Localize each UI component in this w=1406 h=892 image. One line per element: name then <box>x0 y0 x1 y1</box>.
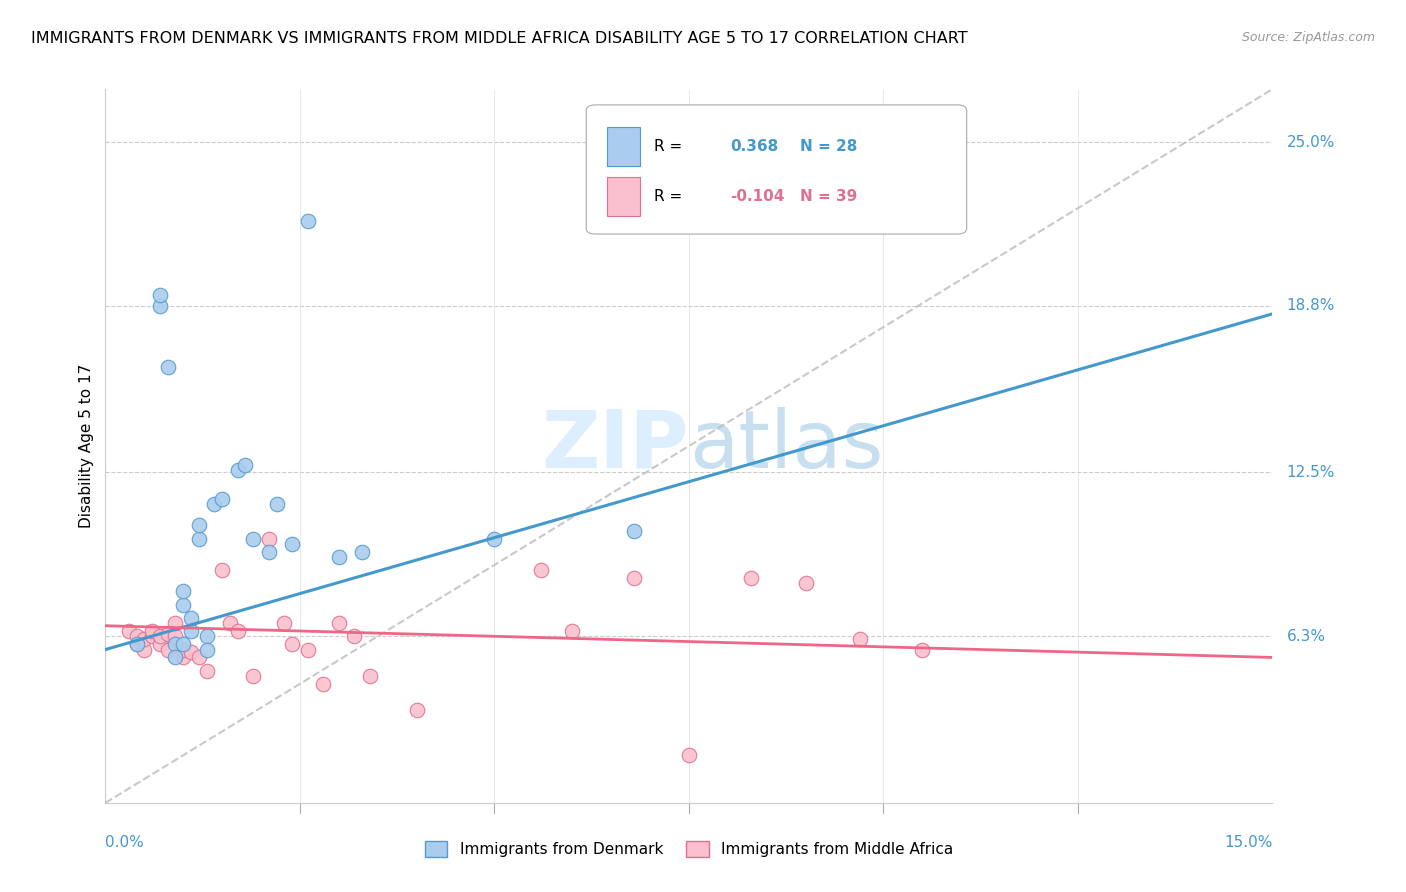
Text: R =: R = <box>654 189 688 203</box>
Text: -0.104: -0.104 <box>730 189 785 203</box>
Point <box>678 748 700 763</box>
Point <box>257 545 280 559</box>
Point <box>187 518 209 533</box>
Point <box>165 637 187 651</box>
Point <box>149 629 172 643</box>
Point <box>328 616 350 631</box>
Point <box>125 637 148 651</box>
Point <box>405 703 427 717</box>
Text: 6.3%: 6.3% <box>1286 629 1326 644</box>
Point <box>211 563 233 577</box>
Point <box>235 458 257 472</box>
Legend: Immigrants from Denmark, Immigrants from Middle Africa: Immigrants from Denmark, Immigrants from… <box>419 835 959 863</box>
Point <box>273 616 295 631</box>
Point <box>172 642 194 657</box>
Text: 25.0%: 25.0% <box>1286 135 1334 150</box>
Bar <box>607 177 640 216</box>
Text: Source: ZipAtlas.com: Source: ZipAtlas.com <box>1241 31 1375 45</box>
Point <box>165 650 187 665</box>
Point <box>149 299 172 313</box>
Point <box>187 650 209 665</box>
Point <box>149 637 172 651</box>
Point <box>359 669 381 683</box>
Point <box>561 624 583 638</box>
Point <box>125 637 148 651</box>
Text: 0.0%: 0.0% <box>105 835 145 850</box>
Point <box>172 584 194 599</box>
Text: 12.5%: 12.5% <box>1286 465 1334 480</box>
Point <box>911 642 934 657</box>
Point <box>180 645 202 659</box>
Point <box>172 650 194 665</box>
Point <box>149 288 172 302</box>
Point <box>266 497 288 511</box>
Point <box>195 642 218 657</box>
Point <box>125 629 148 643</box>
Point <box>134 632 156 646</box>
Bar <box>607 127 640 166</box>
Point <box>141 629 163 643</box>
Point <box>172 637 194 651</box>
Point <box>156 359 179 374</box>
Point <box>195 664 218 678</box>
Text: atlas: atlas <box>689 407 883 485</box>
Point <box>165 629 187 643</box>
Point <box>172 598 194 612</box>
Point <box>484 532 506 546</box>
Point <box>156 626 179 640</box>
Text: 15.0%: 15.0% <box>1225 835 1272 850</box>
Point <box>530 563 553 577</box>
Point <box>118 624 141 638</box>
Text: N = 28: N = 28 <box>800 139 858 153</box>
Point <box>226 624 249 638</box>
Point <box>257 532 280 546</box>
Text: 0.368: 0.368 <box>730 139 778 153</box>
Point <box>297 642 319 657</box>
Point <box>180 624 202 638</box>
Text: N = 39: N = 39 <box>800 189 858 203</box>
Text: R =: R = <box>654 139 688 153</box>
Point <box>623 571 645 585</box>
Point <box>343 629 366 643</box>
Point <box>849 632 872 646</box>
Point <box>180 611 202 625</box>
Point <box>242 669 264 683</box>
Point <box>242 532 264 546</box>
Text: IMMIGRANTS FROM DENMARK VS IMMIGRANTS FROM MIDDLE AFRICA DISABILITY AGE 5 TO 17 : IMMIGRANTS FROM DENMARK VS IMMIGRANTS FR… <box>31 31 967 46</box>
Point <box>187 532 209 546</box>
Point <box>297 214 319 228</box>
FancyBboxPatch shape <box>586 105 967 234</box>
Point <box>165 616 187 631</box>
Point <box>226 463 249 477</box>
Point <box>141 624 163 638</box>
Point <box>211 491 233 506</box>
Point <box>623 524 645 538</box>
Point <box>352 545 374 559</box>
Y-axis label: Disability Age 5 to 17: Disability Age 5 to 17 <box>79 364 94 528</box>
Point <box>281 537 304 551</box>
Point <box>740 571 762 585</box>
Point <box>312 677 335 691</box>
Point <box>195 629 218 643</box>
Text: 18.8%: 18.8% <box>1286 299 1334 313</box>
Point <box>202 497 225 511</box>
Point <box>134 642 156 657</box>
Point <box>281 637 304 651</box>
Point <box>219 616 242 631</box>
Text: ZIP: ZIP <box>541 407 689 485</box>
Point <box>794 576 817 591</box>
Point <box>156 642 179 657</box>
Point <box>328 549 350 564</box>
